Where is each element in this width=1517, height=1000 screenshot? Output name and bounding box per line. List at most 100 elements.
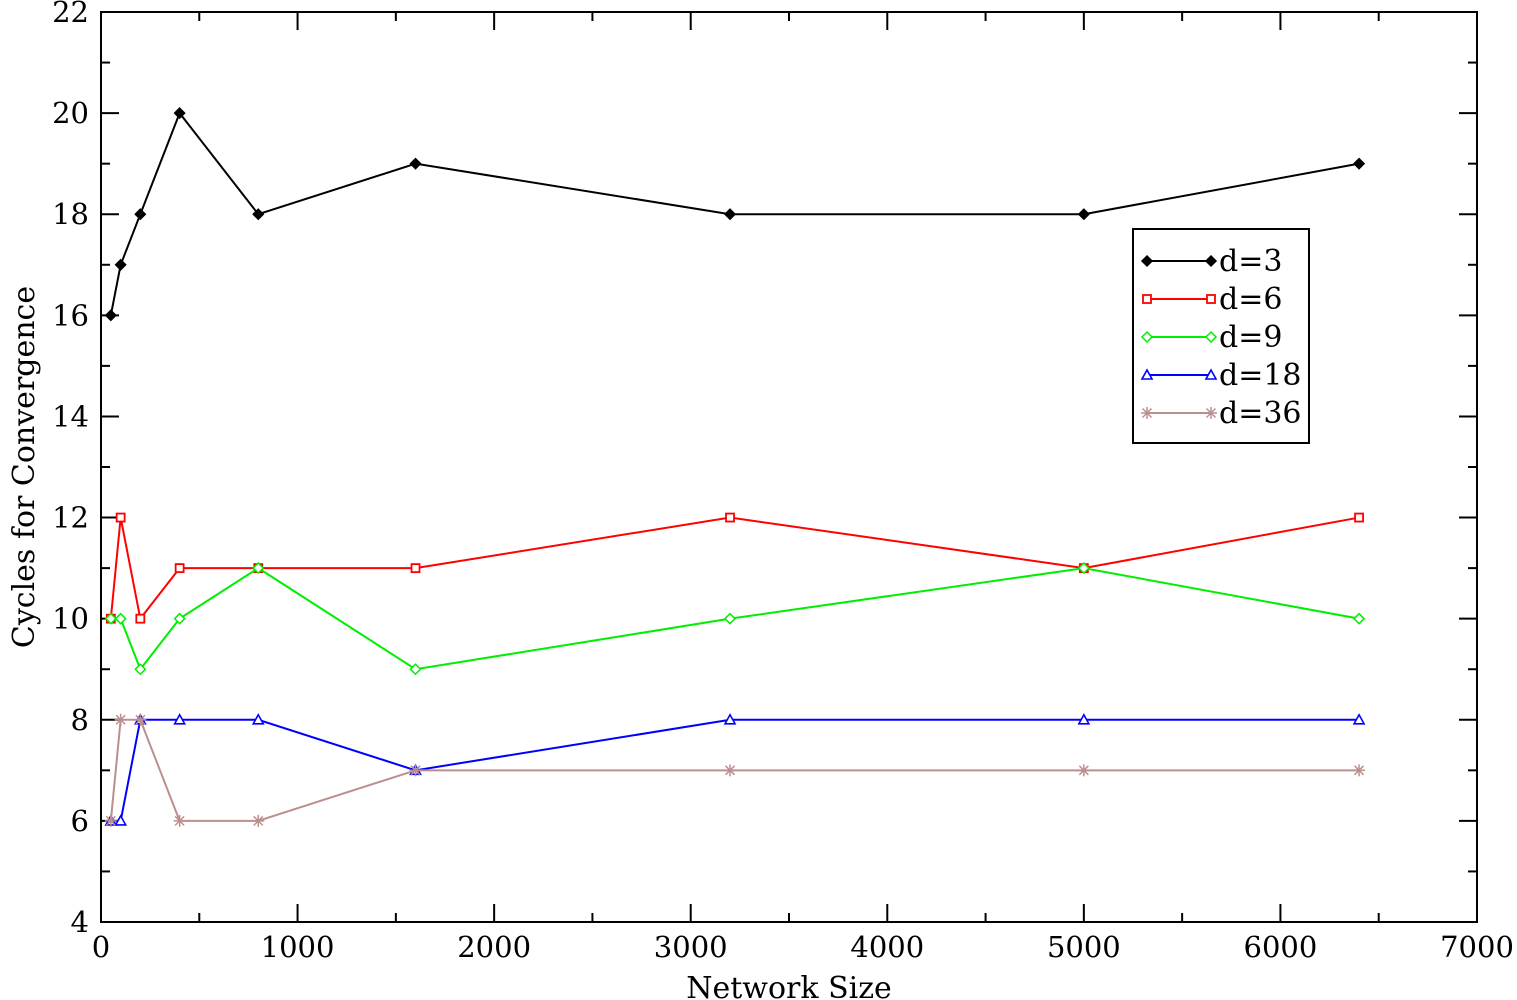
legend-label: d=18 [1219, 358, 1302, 393]
data-point-d-9 [409, 663, 422, 676]
legend-marker [1142, 294, 1152, 304]
x-tick-label: 4000 [850, 930, 924, 964]
data-point-d-6 [1354, 512, 1364, 523]
star-stroke [105, 815, 116, 826]
data-point-d-18 [114, 814, 128, 826]
data-point-d-36 [173, 814, 186, 827]
series-d-9 [104, 562, 1366, 676]
data-point-d-36 [1353, 764, 1366, 777]
x-axis-label: Network Size [686, 971, 892, 1000]
legend-item-d-6: d=6 [1142, 282, 1282, 317]
data-point-d-3 [1077, 208, 1090, 221]
legend-label: d=36 [1219, 396, 1302, 431]
data-point-d-6 [725, 512, 735, 523]
data-point-d-3 [723, 208, 737, 221]
data-point-d-36 [134, 713, 147, 726]
data-point-d-3 [104, 309, 117, 322]
data-point-d-9 [723, 612, 737, 625]
legend-marker [1204, 368, 1218, 380]
series-d-36 [104, 713, 1366, 827]
data-point-d-9 [1352, 612, 1366, 625]
star-stroke [1205, 407, 1217, 419]
data-point-d-36 [409, 764, 422, 777]
y-tick-label: 18 [52, 197, 89, 231]
y-tick-label: 4 [71, 905, 89, 939]
data-point-d-18 [173, 713, 186, 725]
data-point-d-9 [252, 562, 265, 575]
star-stroke [174, 815, 185, 826]
x-tick-label: 3000 [654, 930, 728, 964]
y-tick-label: 10 [52, 602, 89, 636]
legend-item-d-18: d=18 [1140, 358, 1302, 393]
legend-marker [1205, 407, 1217, 419]
data-point-d-9 [1077, 562, 1090, 575]
legend-marker [1204, 330, 1218, 344]
star-stroke [115, 714, 126, 725]
x-tick-label: 5000 [1047, 930, 1121, 964]
minor-ticks [101, 12, 1477, 922]
legend: d=3d=6d=9d=18d=36 [1132, 228, 1310, 444]
star-stroke [253, 815, 264, 826]
x-tick-labels: 0 1000 2000 3000 4000 5000 6000 7000 [92, 930, 1514, 964]
legend-marker [1140, 330, 1154, 344]
data-point-d-18 [251, 713, 265, 725]
x-tick-label: 1000 [261, 930, 335, 964]
star-stroke [1141, 407, 1153, 419]
data-point-d-3 [252, 208, 265, 221]
data-point-d-3 [409, 157, 422, 170]
data-point-d-6 [135, 613, 146, 624]
data-point-d-9 [114, 612, 127, 625]
data-point-d-18 [723, 713, 737, 725]
x-tick-label: 7000 [1440, 930, 1514, 964]
y-tick-label: 20 [52, 96, 89, 130]
legend-item-d-36: d=36 [1141, 396, 1302, 431]
series-line-d-6 [109, 516, 1360, 622]
series-d-6 [105, 512, 1364, 624]
star-stroke [1354, 765, 1365, 776]
y-tick-label: 6 [71, 804, 89, 838]
plot-frame [100, 11, 1478, 923]
data-point-d-36 [1077, 764, 1090, 777]
y-tick-label: 8 [71, 703, 89, 737]
star-stroke [410, 765, 421, 776]
star-stroke [724, 765, 736, 776]
legend-label: d=3 [1219, 244, 1282, 279]
data-point-d-36 [114, 713, 127, 726]
data-point-d-9 [134, 663, 147, 676]
legend-marker [1141, 407, 1153, 419]
y-tick-labels: 4 6 8 10 12 14 16 18 20 22 [52, 0, 89, 939]
y-tick-label: 14 [52, 399, 89, 433]
legend-item-d-3: d=3 [1140, 244, 1282, 279]
data-point-d-36 [104, 814, 117, 827]
legend-label: d=6 [1219, 282, 1282, 317]
legend-marker [1206, 294, 1216, 304]
legend-marker [1204, 254, 1218, 268]
data-point-d-6 [174, 563, 185, 574]
x-tick-label: 2000 [457, 930, 531, 964]
data-point-d-9 [173, 612, 186, 625]
data-point-d-9 [104, 612, 117, 625]
legend-items: d=3d=6d=9d=18d=36 [1140, 244, 1302, 431]
series-layer [104, 107, 1366, 827]
legend-marker [1140, 254, 1154, 268]
y-tick-label: 16 [52, 298, 89, 332]
data-point-d-3 [173, 107, 186, 120]
y-tick-label: 22 [52, 0, 89, 29]
data-point-d-6 [115, 512, 126, 523]
star-stroke [135, 714, 146, 725]
series-d-3 [104, 107, 1366, 322]
data-point-d-36 [252, 814, 265, 827]
x-tick-label: 0 [92, 930, 110, 964]
x-tick-label: 6000 [1244, 930, 1318, 964]
data-point-d-3 [114, 258, 127, 271]
data-point-d-18 [1352, 713, 1366, 725]
y-tick-label: 12 [52, 501, 89, 535]
data-point-d-3 [1352, 157, 1366, 170]
y-axis-label: Cycles for Convergence [7, 286, 42, 648]
data-point-d-3 [134, 208, 147, 221]
data-point-d-6 [410, 563, 421, 574]
legend-marker [1140, 368, 1154, 380]
major-ticks [100, 11, 1478, 923]
data-point-d-18 [1077, 713, 1091, 725]
